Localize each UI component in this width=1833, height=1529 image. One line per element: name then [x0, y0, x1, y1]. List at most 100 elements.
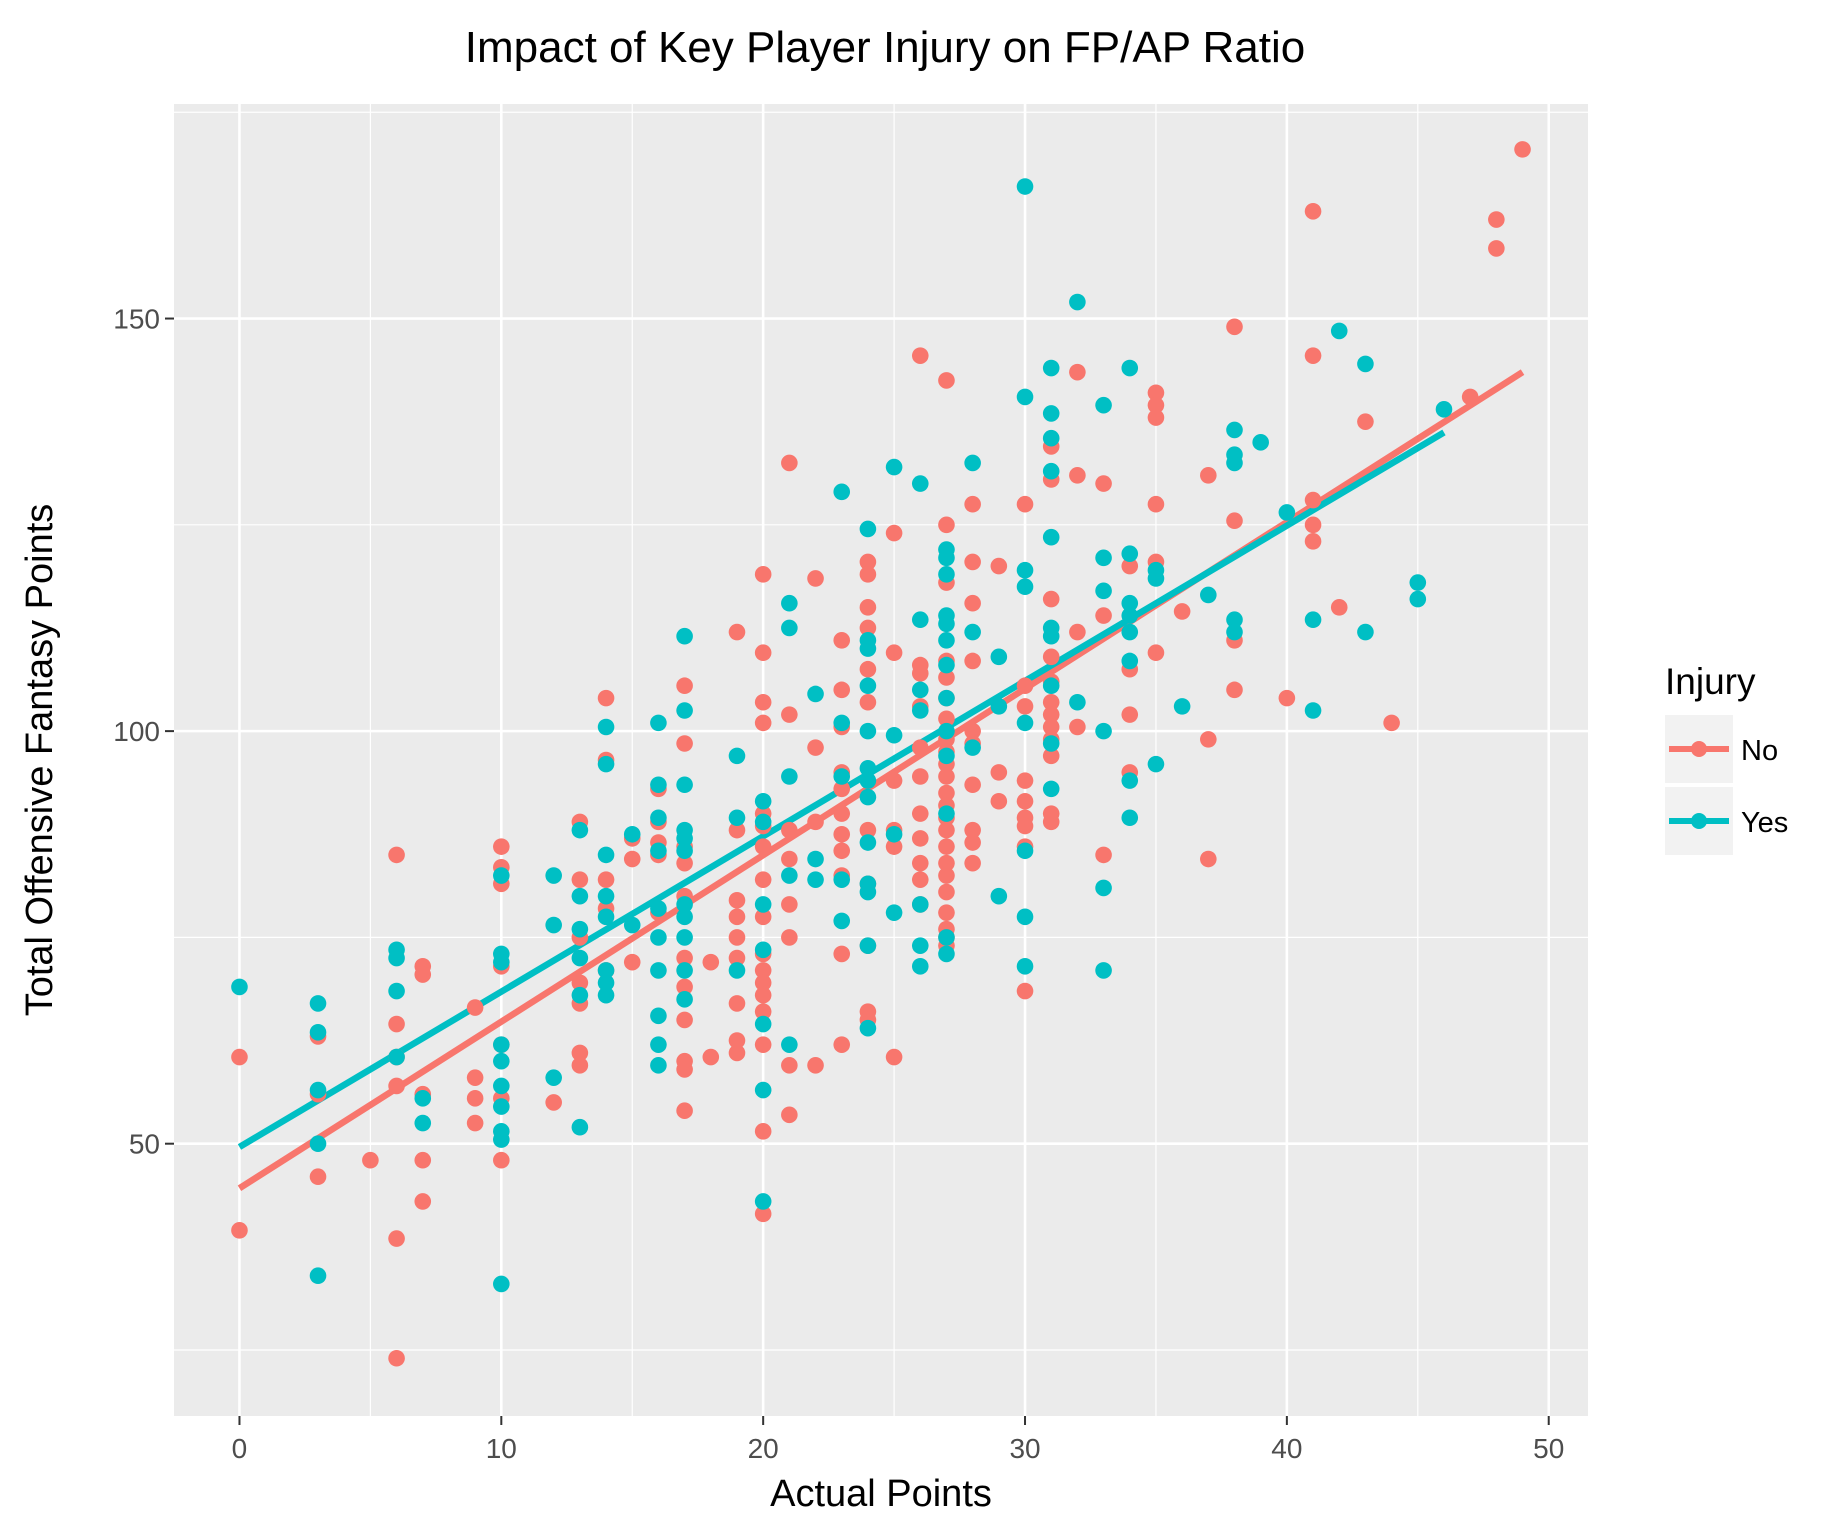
data-point-no	[938, 372, 955, 389]
data-point-yes	[860, 677, 877, 694]
data-point-yes	[650, 715, 667, 732]
data-point-yes	[912, 702, 929, 719]
data-point-no	[781, 851, 798, 868]
data-point-no	[388, 847, 405, 864]
legend-key-yes-point	[1691, 813, 1707, 829]
data-point-yes	[964, 455, 981, 472]
data-point-no	[1121, 706, 1138, 723]
data-point-no	[1462, 389, 1479, 406]
data-point-yes	[781, 867, 798, 884]
data-point-no	[310, 1168, 327, 1185]
data-point-yes	[493, 1036, 510, 1053]
data-point-no	[702, 954, 719, 971]
data-point-no	[414, 966, 431, 983]
data-point-yes	[1043, 628, 1060, 645]
data-point-no	[1279, 690, 1296, 707]
data-point-yes	[807, 686, 824, 703]
data-point-yes	[938, 566, 955, 583]
data-point-yes	[781, 595, 798, 612]
data-point-yes	[1121, 607, 1138, 624]
data-point-no	[1488, 211, 1505, 228]
data-point-yes	[1357, 624, 1374, 641]
data-point-yes	[781, 1036, 798, 1053]
data-point-yes	[1226, 422, 1243, 439]
data-point-no	[833, 946, 850, 963]
data-point-yes	[964, 624, 981, 641]
data-point-no	[388, 1078, 405, 1095]
data-point-no	[729, 892, 746, 909]
data-point-no	[860, 566, 877, 583]
data-point-yes	[807, 851, 824, 868]
data-point-yes	[1121, 809, 1138, 826]
data-point-yes	[231, 979, 248, 996]
data-point-yes	[493, 1053, 510, 1070]
data-point-yes	[414, 1090, 431, 1107]
data-point-yes	[1200, 587, 1217, 604]
data-point-yes	[493, 867, 510, 884]
data-point-yes	[755, 896, 772, 913]
legend-key-no-point	[1691, 741, 1707, 757]
data-point-yes	[1095, 550, 1112, 567]
data-point-no	[1305, 517, 1322, 534]
data-point-yes	[598, 987, 615, 1004]
data-point-yes	[1305, 611, 1322, 628]
data-point-yes	[493, 1078, 510, 1095]
data-point-no	[1305, 203, 1322, 220]
data-point-yes	[624, 826, 641, 843]
data-point-yes	[938, 946, 955, 963]
data-point-no	[414, 1193, 431, 1210]
data-point-yes	[676, 962, 693, 979]
data-point-yes	[388, 983, 405, 1000]
data-point-yes	[755, 1082, 772, 1099]
legend: Injury No Yes	[1665, 661, 1788, 855]
data-point-yes	[310, 1024, 327, 1041]
data-point-no	[938, 517, 955, 534]
data-point-no	[1488, 240, 1505, 257]
data-point-yes	[729, 962, 746, 979]
data-point-yes	[860, 640, 877, 657]
data-point-yes	[886, 904, 903, 921]
data-point-no	[493, 838, 510, 855]
chart-title: Impact of Key Player Injury on FP/AP Rat…	[465, 23, 1305, 72]
data-point-no	[912, 347, 929, 364]
legend-label-yes: Yes	[1741, 807, 1788, 839]
data-point-no	[860, 599, 877, 616]
data-point-yes	[729, 748, 746, 765]
data-point-yes	[598, 888, 615, 905]
x-tick-label: 30	[1009, 1433, 1040, 1464]
data-point-yes	[572, 921, 589, 938]
data-point-no	[729, 908, 746, 925]
data-point-no	[598, 871, 615, 888]
data-point-no	[912, 739, 929, 756]
data-point-yes	[676, 776, 693, 793]
data-point-yes	[1174, 698, 1191, 715]
data-point-yes	[991, 698, 1008, 715]
data-point-no	[1148, 409, 1165, 426]
data-point-yes	[1017, 178, 1034, 195]
data-point-yes	[1095, 962, 1112, 979]
data-point-yes	[1121, 545, 1138, 562]
data-point-no	[964, 834, 981, 851]
x-tick-label: 20	[748, 1433, 779, 1464]
data-point-yes	[860, 937, 877, 954]
data-point-yes	[1017, 958, 1034, 975]
data-point-no	[1043, 814, 1060, 831]
data-point-no	[1357, 413, 1374, 430]
data-point-no	[912, 830, 929, 847]
data-point-no	[886, 1049, 903, 1066]
data-point-yes	[860, 1020, 877, 1037]
data-point-no	[1226, 318, 1243, 335]
data-point-yes	[833, 484, 850, 501]
data-point-no	[1226, 512, 1243, 529]
data-point-no	[231, 1049, 248, 1066]
data-point-no	[1069, 719, 1086, 736]
data-point-yes	[860, 834, 877, 851]
data-point-no	[938, 884, 955, 901]
data-point-yes	[1017, 562, 1034, 579]
data-point-no	[755, 566, 772, 583]
data-point-yes	[860, 521, 877, 538]
data-point-no	[912, 805, 929, 822]
data-point-yes	[1436, 401, 1453, 418]
data-point-yes	[650, 776, 667, 793]
data-point-yes	[964, 739, 981, 756]
